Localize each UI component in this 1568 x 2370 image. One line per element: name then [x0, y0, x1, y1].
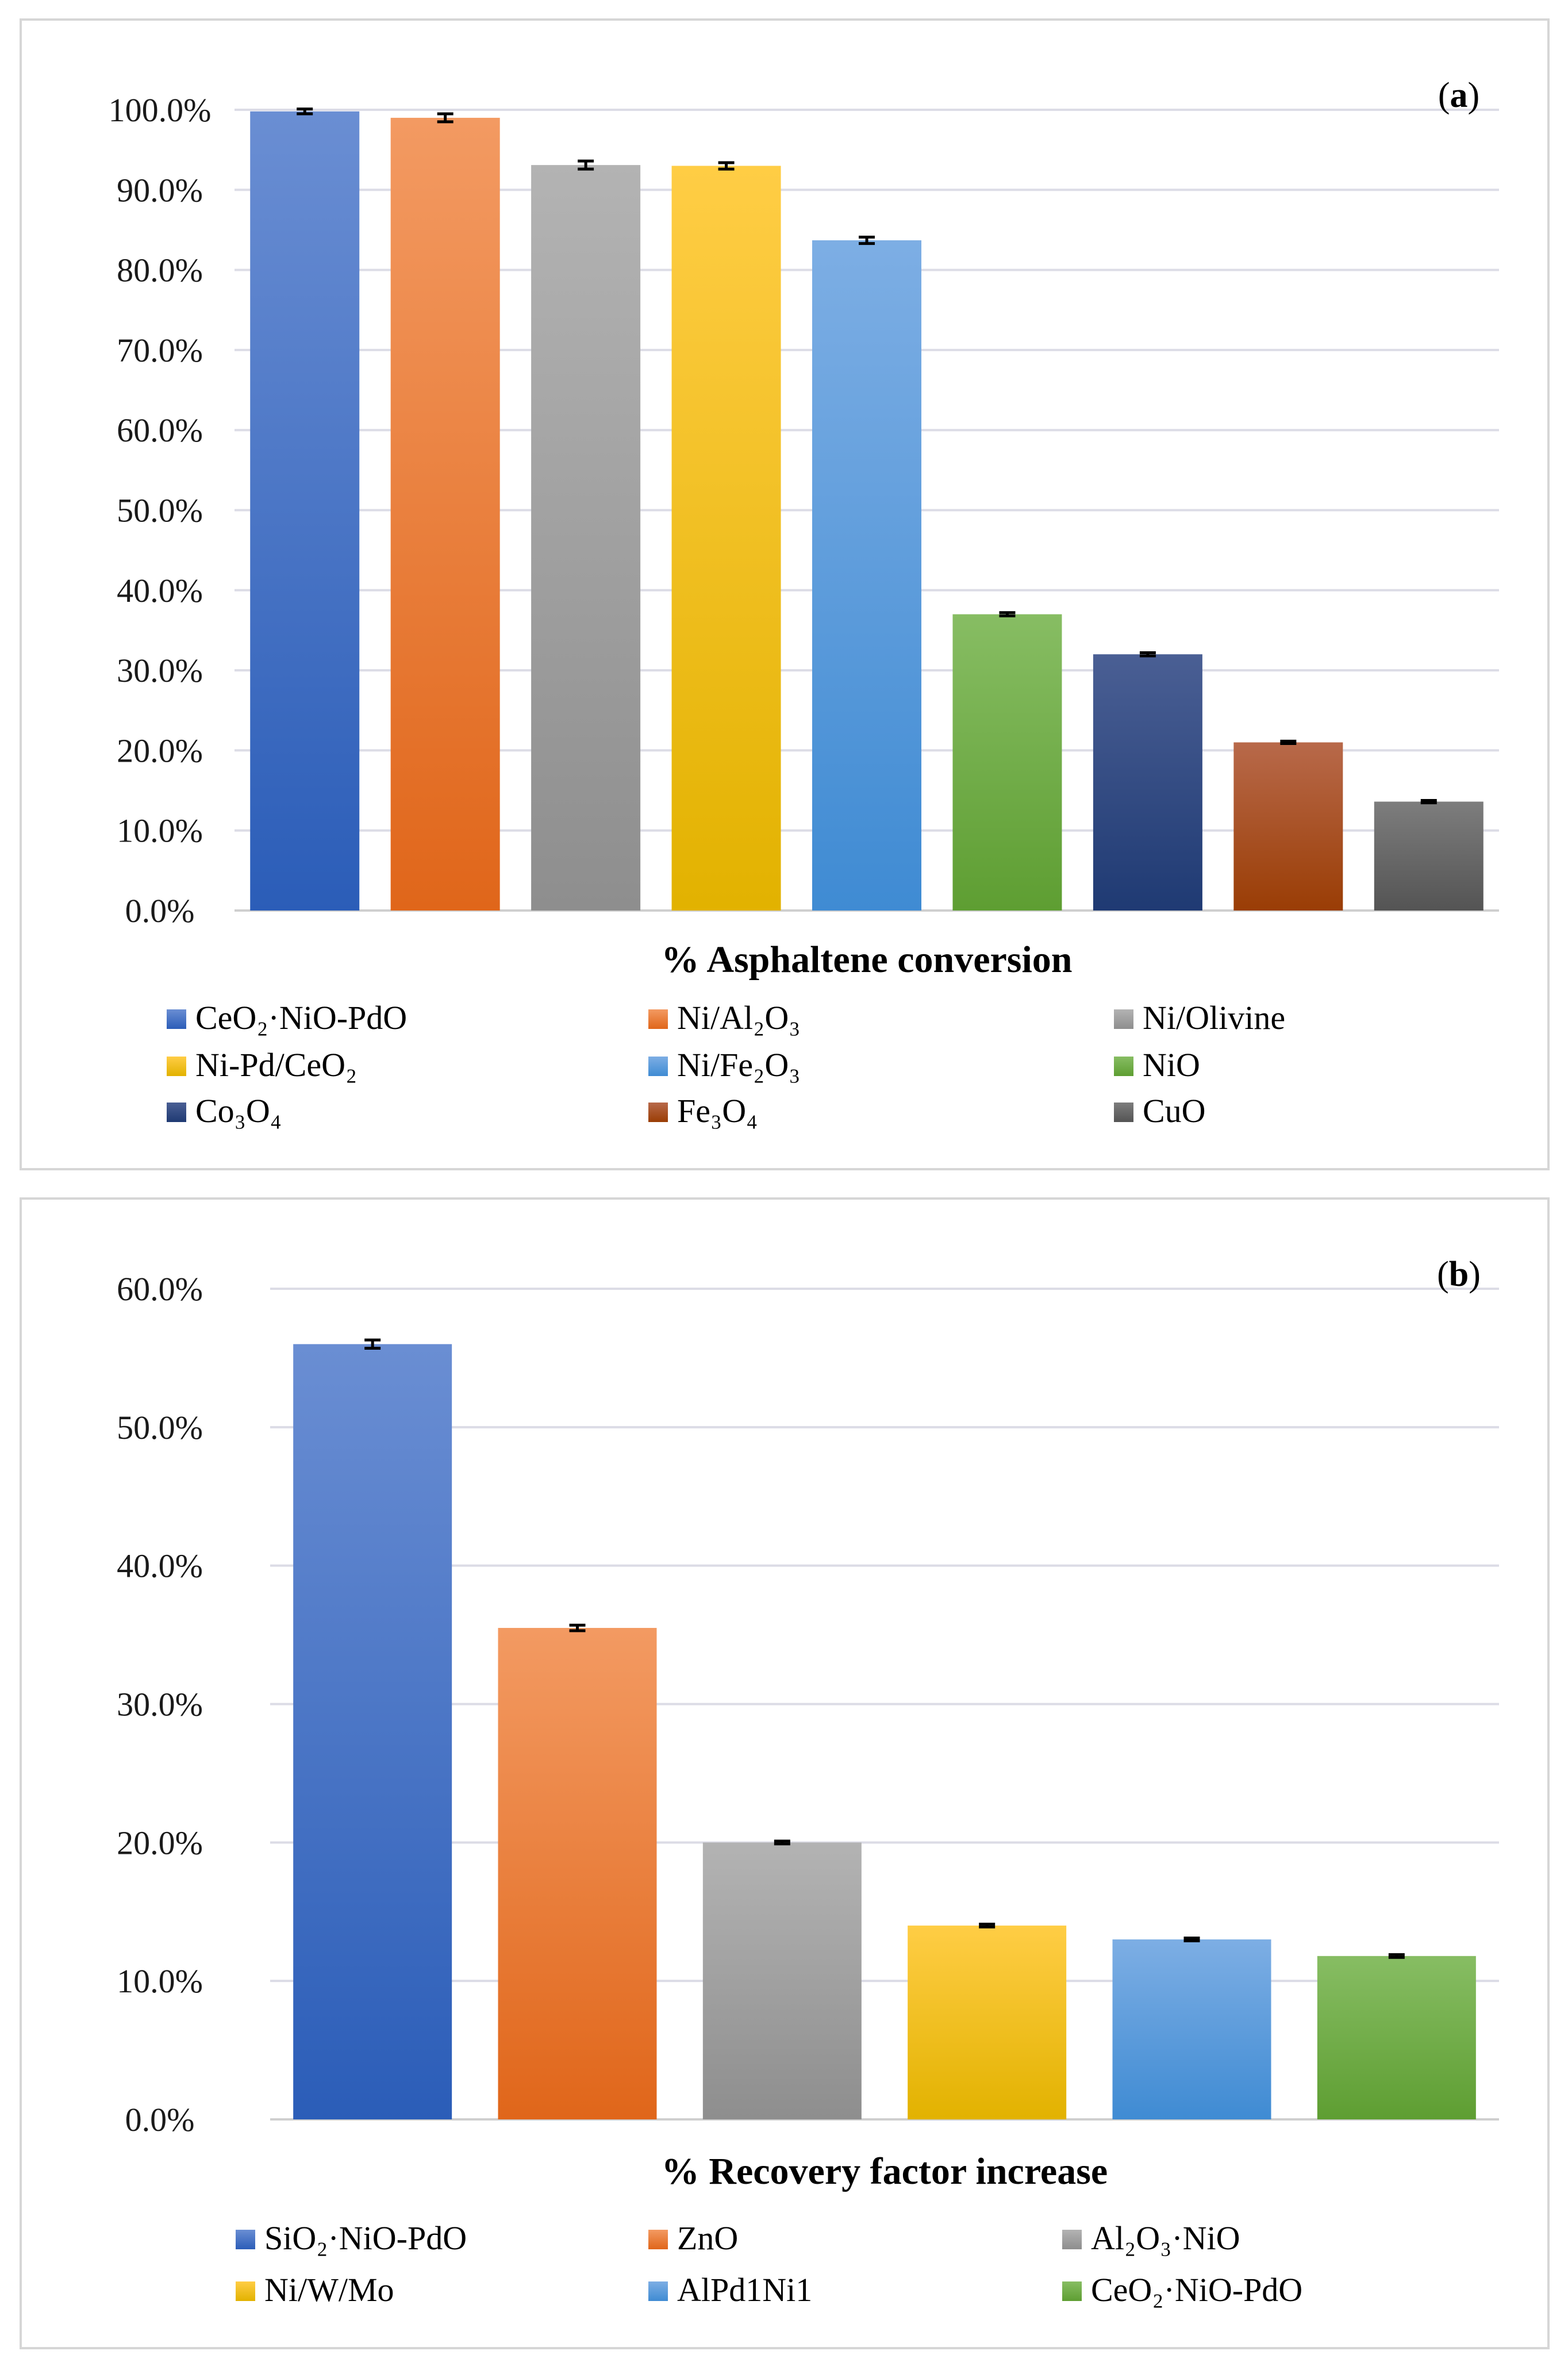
- bar: [702, 1842, 862, 2119]
- y-tick-label: 30.0%: [117, 1686, 203, 1723]
- y-tick-label: 10.0%: [117, 1962, 203, 2000]
- error-bar: [979, 1922, 996, 1929]
- legend-swatch: [1062, 2281, 1082, 2301]
- error-bar: [774, 1839, 790, 1846]
- legend-label: Ni-Pd/CeO₂: [195, 1046, 357, 1084]
- legend-label: Co₃O₄: [195, 1092, 282, 1130]
- error-bar: [364, 1338, 381, 1350]
- bar: [1112, 1939, 1271, 2119]
- panel-label: (b): [1437, 1255, 1481, 1294]
- bar: [390, 117, 500, 911]
- bar: [293, 1344, 452, 2119]
- y-tick-label: 50.0%: [117, 492, 203, 529]
- error-bar: [859, 235, 875, 245]
- error-bar: [297, 107, 313, 116]
- bar: [812, 240, 921, 911]
- y-tick-label: 40.0%: [117, 1547, 203, 1585]
- bar: [531, 165, 641, 911]
- x-axis-title: % Recovery factor increase: [662, 2150, 1108, 2192]
- legend-swatch: [167, 1057, 186, 1076]
- bar: [1093, 654, 1202, 911]
- bar: [1317, 1956, 1476, 2119]
- legend-swatch: [1114, 1057, 1133, 1076]
- legend-label: Ni/Al₂O₃: [677, 999, 800, 1036]
- legend-swatch: [648, 2230, 668, 2249]
- legend-label: CeO₂·NiO-PdO: [195, 999, 407, 1036]
- y-tick-label: 0.0%: [125, 2101, 195, 2138]
- chart-panel-b: 0.0% 10.0% 20.0% 30.0% 40.0% 50.0% 60.0% (b) % R…: [20, 1197, 1550, 2349]
- legend-swatch: [236, 2281, 255, 2301]
- bar: [1374, 801, 1484, 911]
- bar: [250, 111, 360, 911]
- y-tick-label: 40.0%: [117, 572, 203, 609]
- y-tick-label: 10.0%: [117, 812, 203, 850]
- y-tick-label: 30.0%: [117, 652, 203, 689]
- legend-label: Ni/Fe₂O₃: [677, 1046, 800, 1084]
- error-bar: [718, 161, 735, 171]
- error-bar: [1280, 739, 1297, 746]
- error-bar: [999, 611, 1016, 617]
- legend-swatch: [167, 1103, 186, 1122]
- legend-label: CuO: [1143, 1092, 1206, 1130]
- legend-swatch: [648, 1103, 668, 1122]
- legend-swatch: [1114, 1103, 1133, 1122]
- legend-swatch: [648, 1057, 668, 1076]
- bar: [671, 166, 781, 911]
- y-tick-label: 60.0%: [117, 1270, 203, 1308]
- bar: [952, 614, 1062, 911]
- bar: [908, 1925, 1067, 2119]
- bar: [498, 1628, 657, 2119]
- legend-label: Ni/W/Mo: [264, 2271, 394, 2308]
- chart-a-svg: 0.0% 10.0% 20.0% 30.0% 40.0% 50.0% 60.0% 70.0% 8…: [109, 76, 1499, 1130]
- legend-label: NiO: [1143, 1046, 1200, 1084]
- y-tick-label: 60.0%: [117, 412, 203, 449]
- legend-swatch: [167, 1009, 186, 1029]
- y-tick-label: 80.0%: [117, 252, 203, 289]
- y-tick-label: 20.0%: [117, 1824, 203, 1861]
- y-tick-label: 70.0%: [117, 332, 203, 369]
- legend-swatch: [1062, 2230, 1082, 2249]
- y-tick-label: 0.0%: [125, 892, 195, 929]
- legend-label: Al₂O₃·NiO: [1091, 2219, 1240, 2257]
- error-bar: [1420, 798, 1437, 805]
- legend-swatch: [1114, 1009, 1133, 1029]
- legend-label: SiO₂·NiO-PdO: [264, 2219, 467, 2257]
- error-bar: [578, 159, 594, 171]
- legend-label: CeO₂·NiO-PdO: [1091, 2271, 1302, 2308]
- legend-label: ZnO: [677, 2219, 738, 2257]
- y-tick-label: 100.0%: [109, 91, 212, 129]
- legend-swatch: [648, 2281, 668, 2301]
- chart-panel-a: 0.0% 10.0% 20.0% 30.0% 40.0% 50.0% 60.0% 70.0% 8…: [20, 18, 1550, 1170]
- y-tick-label: 20.0%: [117, 732, 203, 769]
- legend-label: AlPd1Ni1: [677, 2271, 812, 2308]
- error-bar: [569, 1623, 586, 1633]
- x-axis-title: % Asphaltene conversion: [661, 939, 1072, 981]
- error-bar: [1183, 1937, 1200, 1942]
- chart-b-svg: 0.0% 10.0% 20.0% 30.0% 40.0% 50.0% 60.0% (b) % R…: [117, 1255, 1499, 2308]
- legend-label: Ni/Olivine: [1143, 999, 1285, 1036]
- legend-label: Fe₃O₄: [677, 1092, 758, 1130]
- legend-swatch: [648, 1009, 668, 1029]
- y-tick-label: 90.0%: [117, 171, 203, 209]
- panel-label: (a): [1438, 76, 1479, 115]
- error-bar: [437, 112, 454, 124]
- y-tick-label: 50.0%: [117, 1409, 203, 1446]
- error-bar: [1388, 1953, 1405, 1959]
- bar: [1233, 742, 1343, 911]
- legend-swatch: [236, 2230, 255, 2249]
- error-bar: [1139, 651, 1156, 658]
